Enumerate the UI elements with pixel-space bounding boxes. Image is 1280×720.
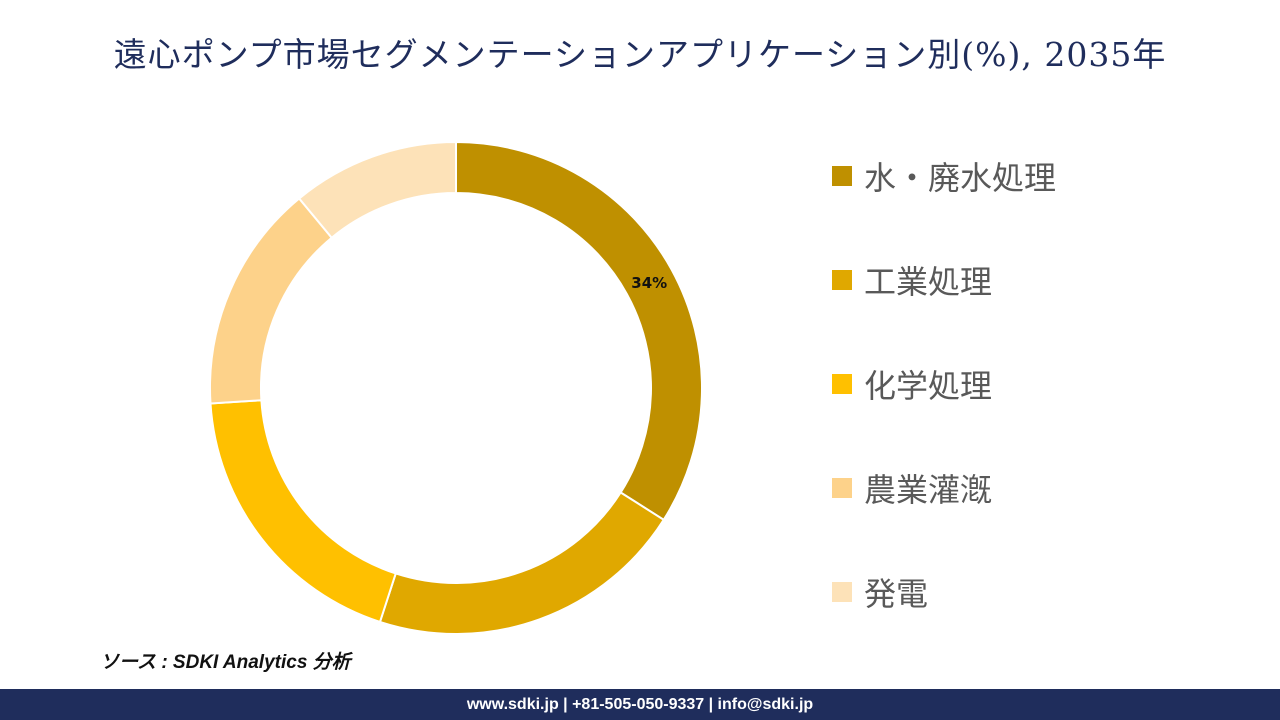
legend-item-4: 農業灌漑 <box>832 462 992 514</box>
legend-label: 農業灌漑 <box>864 471 993 509</box>
donut-slice-3 <box>209 399 398 624</box>
donut-slice-4 <box>209 197 334 405</box>
legend-item-3: 化学処理 <box>832 358 992 410</box>
legend-swatch <box>832 270 852 290</box>
legend-item-2: 工業処理 <box>832 254 992 306</box>
legend-label: 工業処理 <box>864 263 993 301</box>
legend-swatch <box>832 582 852 602</box>
legend-swatch <box>832 374 852 394</box>
legend-item-5: 発電 <box>832 566 928 618</box>
legend-label: 化学処理 <box>864 367 993 405</box>
footer-contact: www.sdki.jp | +81-505-050-9337 | info@sd… <box>466 695 814 713</box>
donut-slice-2 <box>378 491 666 635</box>
chart-title: 遠心ポンプ市場セグメンテーションアプリケーション別(%), 2035年 <box>113 35 1167 74</box>
legend-label: 水・廃水処理 <box>864 159 1057 197</box>
donut-slice-1 <box>455 140 703 522</box>
legend-item-1: 水・廃水処理 <box>832 150 1056 202</box>
data-label-1: 34% <box>631 274 667 292</box>
legend-swatch <box>832 478 852 498</box>
legend-swatch <box>832 166 852 186</box>
footer-bar: www.sdki.jp | +81-505-050-9337 | info@sd… <box>0 689 1280 720</box>
legend-label: 発電 <box>864 575 929 613</box>
donut-slice-5 <box>297 140 457 240</box>
source-note: ソース : SDKI Analytics 分析 <box>100 652 351 673</box>
